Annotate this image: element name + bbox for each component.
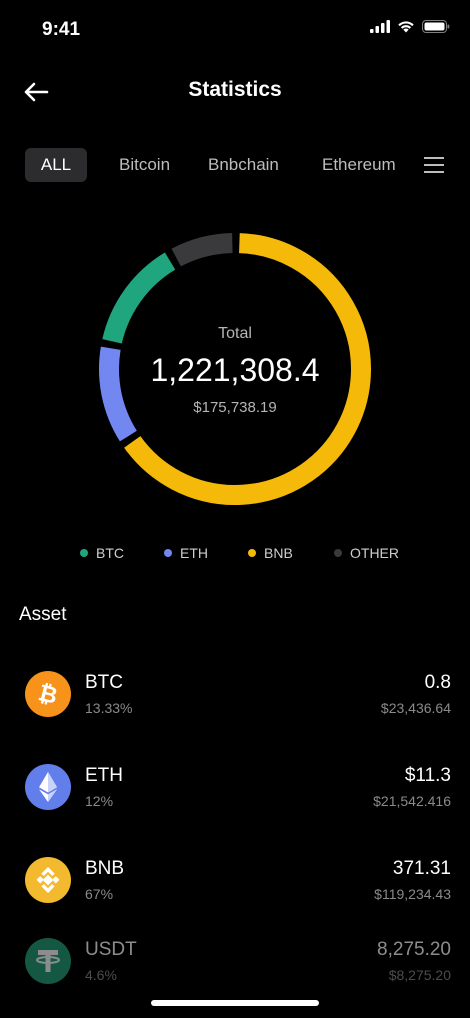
asset-usd-value: $119,234.43 — [374, 886, 451, 902]
asset-usd-value: $21,542.416 — [373, 793, 451, 809]
legend-dot-bnb — [248, 549, 256, 557]
ethereum-icon — [25, 764, 71, 810]
home-indicator[interactable] — [151, 1000, 319, 1006]
tab-bitcoin[interactable]: Bitcoin — [119, 155, 171, 174]
tether-icon — [25, 938, 71, 984]
legend-label-bnb: BNB — [264, 545, 293, 561]
legend-item-btc: BTC — [80, 545, 124, 561]
tab-ethereum[interactable]: Ethereum — [322, 155, 396, 174]
legend-item-bnb: BNB — [248, 545, 293, 561]
total-value: 1,221,308.4 — [150, 352, 320, 388]
asset-amount: 0.8 — [424, 672, 451, 693]
status-bar: 9:41 — [0, 0, 470, 56]
signal-icon — [370, 20, 390, 33]
asset-amount: 371.31 — [392, 858, 451, 879]
wifi-icon — [398, 21, 414, 33]
asset-symbol: BTC — [85, 672, 123, 693]
donut-segment-btc — [102, 252, 176, 344]
tab-bnbchain[interactable]: Bnbchain — [208, 155, 279, 174]
bitcoin-icon: ₿ — [25, 671, 71, 717]
asset-row-btc[interactable]: ₿ BTC 13.33% 0.8 $23,436.64 — [0, 671, 470, 741]
asset-symbol: ETH — [85, 765, 123, 786]
back-button[interactable] — [20, 76, 52, 108]
donut-segment-other — [171, 233, 233, 267]
legend-label-other: OTHER — [350, 545, 399, 561]
asset-symbol: BNB — [85, 858, 125, 879]
header: Statistics — [0, 70, 470, 114]
page-title: Statistics — [188, 78, 282, 101]
allocation-donut-chart: Total 1,221,308.4 $175,738.19 — [98, 232, 372, 506]
asset-symbol: USDT — [85, 939, 137, 960]
legend-label-btc: BTC — [96, 545, 124, 561]
menu-button[interactable] — [424, 156, 444, 174]
asset-percent: 4.6% — [85, 967, 117, 983]
asset-row-bnb[interactable]: BNB 67% 371.31 $119,234.43 — [0, 857, 470, 927]
asset-usd-value: $8,275.20 — [388, 967, 451, 983]
asset-row-eth[interactable]: ETH 12% $11.3 $21,542.416 — [0, 764, 470, 834]
asset-amount: $11.3 — [404, 765, 451, 786]
donut-svg — [99, 233, 371, 505]
total-label: Total — [218, 325, 252, 342]
tab-all[interactable]: ALL — [25, 148, 87, 182]
legend-dot-btc — [80, 549, 88, 557]
asset-percent: 67% — [85, 886, 114, 902]
asset-section-title: Asset — [19, 604, 67, 625]
menu-icon — [424, 157, 444, 173]
asset-row-usdt[interactable]: USDT 4.6% 8,275.20 $8,275.20 — [0, 938, 470, 1008]
asset-amount: 8,275.20 — [377, 939, 451, 960]
legend-dot-eth — [164, 549, 172, 557]
battery-icon — [422, 20, 450, 33]
asset-usd-value: $23,436.64 — [380, 700, 451, 716]
network-tabs: ALL Bitcoin Bnbchain Ethereum — [0, 148, 470, 184]
legend-dot-other — [334, 549, 342, 557]
donut-segment-bnb — [124, 233, 371, 505]
arrow-left-icon — [24, 82, 49, 102]
legend-item-eth: ETH — [164, 545, 208, 561]
legend-label-eth: ETH — [180, 545, 208, 561]
chart-legend: BTC ETH BNB OTHER — [0, 545, 470, 565]
asset-percent: 13.33% — [85, 700, 133, 716]
status-time: 9:41 — [42, 19, 81, 40]
bnb-icon — [25, 857, 71, 903]
donut-segment-eth — [99, 346, 137, 442]
status-icons — [370, 20, 450, 33]
legend-item-other: OTHER — [334, 545, 399, 561]
svg-text:₿: ₿ — [36, 680, 60, 710]
asset-percent: 12% — [85, 793, 114, 809]
total-usd-value: $175,738.19 — [193, 399, 277, 416]
